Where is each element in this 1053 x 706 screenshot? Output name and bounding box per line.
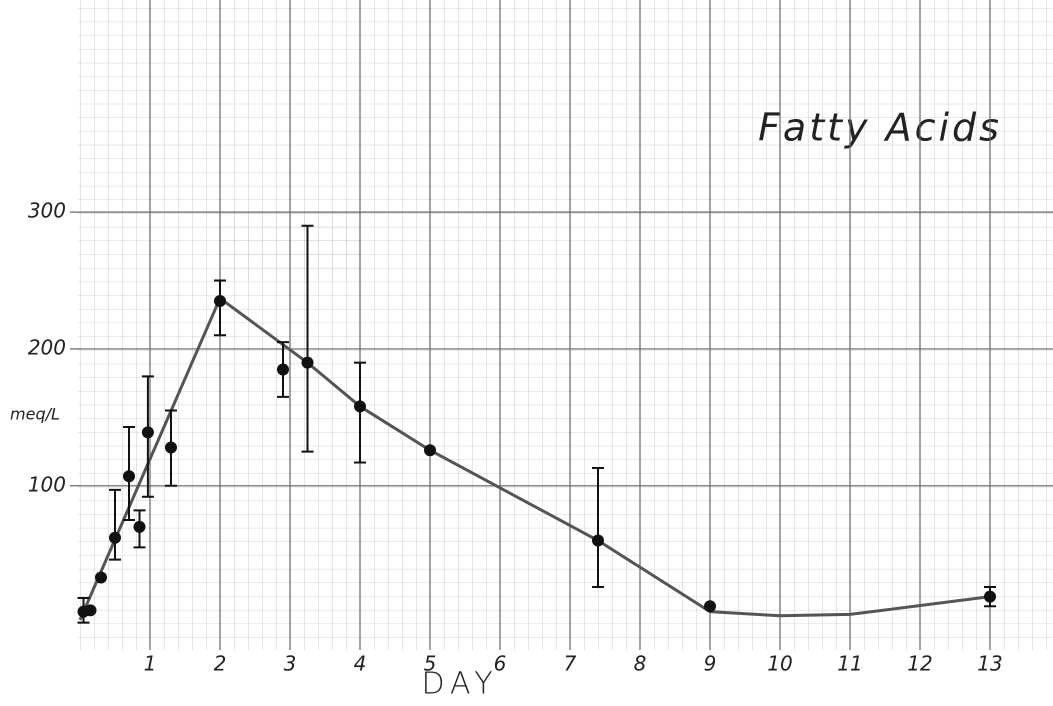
data-point [354,400,366,412]
x-tick-label: 5 [424,652,437,676]
data-point [123,470,135,482]
x-tick-label: 7 [564,652,577,676]
x-tick-label: 2 [214,652,227,676]
data-point [95,571,107,583]
x-tick-label: 8 [634,652,647,676]
y-axis-label: meq/L [10,405,60,424]
data-point [214,295,226,307]
y-tick-label: 200 [28,335,66,359]
data-point [302,357,314,369]
data-point [134,521,146,533]
x-tick-label: 9 [704,652,717,676]
x-tick-label: 13 [977,652,1002,676]
data-point [704,600,716,612]
x-tick-label: 4 [354,652,367,676]
data-point [85,604,97,616]
data-point [165,441,177,453]
data-point [142,426,154,438]
y-tick-label: 100 [28,472,66,496]
data-point [984,591,996,603]
data-point [277,363,289,375]
data-point [592,535,604,547]
data-point [424,444,436,456]
y-tick-label: 300 [28,199,66,223]
x-tick-label: 1 [144,652,157,676]
data-point [109,532,121,544]
x-tick-label: 6 [494,652,507,676]
x-tick-label: 12 [907,652,932,676]
chart-title: Fatty Acids [758,106,1002,150]
x-tick-label: 11 [837,652,862,676]
x-tick-label: 10 [767,652,792,676]
graph-paper [78,0,1053,650]
x-tick-label: 3 [284,652,297,676]
chart: Fatty Acids meq/L DAY 123456789101112131… [0,0,1053,706]
